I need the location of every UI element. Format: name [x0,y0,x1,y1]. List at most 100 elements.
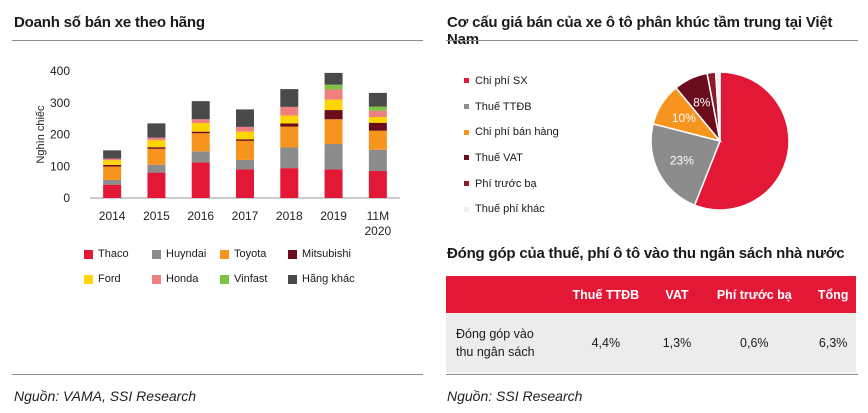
legend-swatch [152,274,161,284]
bar-segment [236,159,254,170]
pie-legend-item: Chi phí bán hàng [464,119,559,145]
pie-legend-item: Thuế TTĐB [464,94,559,120]
tax-contribution-table: Thuế TTĐB VAT Phí trước bạ Tổng Đóng góp… [446,276,856,373]
stacked-bar-chart: 0 100 200 300 400 Nghìn chiếc 2014 2015 2016 2017… [35,64,400,238]
bar-segment [147,164,166,173]
table-row: Đóng góp vào thu ngân sách 4,4% 1,3% 0,6… [446,313,856,373]
bar-segment [191,119,210,124]
bar-segment [236,139,254,141]
pie-legend-swatch [464,206,469,212]
y-tick-label: 200 [50,128,70,142]
bar-segment [324,119,343,145]
bar-segment [280,123,299,127]
legend-swatch [220,249,229,259]
bar-segment [368,122,387,131]
table-row-label: Đóng góp vào thu ngân sách [446,313,556,373]
x-tick-label: 2018 [276,209,303,223]
pie-legend-label: Thuế VAT [475,151,523,164]
bar-segment [368,149,387,172]
bar-segment [147,148,166,165]
pie-legend-label: Chi phí bán hàng [475,126,559,139]
x-tick-label: 2017 [232,209,259,223]
bar-segment [368,106,387,111]
legend-swatch [288,274,297,284]
legend-item: Thaco [84,248,152,260]
pie-legend-label: Thuế phí khác [475,203,545,216]
bar-segment [324,99,343,111]
left-source-note: Nguồn: VAMA, SSI Research [14,388,197,404]
pie-legend-swatch [464,104,469,110]
bar-segment [147,123,166,138]
bar-segment [368,92,387,107]
bar-segment [191,133,210,152]
left-source-divider [12,374,423,375]
pie-legend-label: Thuế TTĐB [475,100,532,113]
bar-segment [368,117,387,123]
bar-segment [368,110,387,118]
bar-segment [103,166,122,180]
bar-segment [191,151,210,163]
bar-segment [324,144,343,170]
table-header-vat: VAT [655,276,699,313]
pie-slice [714,71,721,142]
bar-segment [103,150,122,159]
pie-legend-item: Phí trước bạ [464,171,559,197]
table-header-row: Thuế TTĐB VAT Phí trước bạ Tổng [446,276,856,313]
legend-item: Vinfast [220,273,288,285]
bar-segment [103,160,122,165]
legend-label: Toyota [234,248,267,260]
x-tick-label: 2020 [365,224,392,238]
bar-segment [324,110,343,120]
bar-segment [191,162,210,198]
bar-segment [236,126,254,132]
y-axis-label: Nghìn chiếc [35,105,47,164]
bar-chart-legend: Thaco Huyndai Toyota Mitsubishi Ford Honda Vin… [84,248,358,285]
pie-slice [693,71,790,211]
pie-legend-swatch [464,181,469,187]
legend-swatch [220,274,229,284]
bar-segment [236,131,254,140]
pie-legend-label: Phí trước bạ [475,177,537,190]
bar-segment [191,131,210,134]
left-title-divider [12,40,423,41]
legend-swatch [84,274,93,284]
bar-segment [147,140,166,148]
bar-segment [368,130,387,150]
bar-segment [103,158,122,161]
y-tick-label: 100 [50,159,70,173]
y-tick-label: 400 [50,64,70,78]
legend-label: Honda [166,273,199,285]
y-tick-label: 0 [63,191,70,205]
bar-segment [236,109,254,127]
legend-item: Ford [84,273,152,285]
right-source-note: Nguồn: SSI Research [447,388,583,404]
legend-item: Mitsubishi [288,248,358,260]
bar-segment [368,171,387,198]
bar-segment [280,147,299,169]
right-source-divider [446,374,858,375]
table-cell-total: 6,3% [810,313,856,373]
bar-segment [280,126,299,148]
legend-label: Thaco [98,248,129,260]
x-tick-label: 2015 [143,209,170,223]
legend-label: Huyndai [166,248,207,260]
pie-chart-title: Cơ cấu giá bán của xe ô tô phân khúc tầm… [447,14,833,48]
bar-segment [324,89,343,100]
pie-legend-swatch [464,129,469,135]
table-cell-vat: 1,3% [655,313,699,373]
legend-item: Honda [152,273,220,285]
bar-segment [103,179,122,185]
table-header-registration-fee: Phí trước bạ [698,276,811,313]
table-header-ttdb: Thuế TTĐB [556,276,656,313]
bar-segment [147,137,166,141]
bar-segment [324,169,343,198]
legend-label: Hãng khác [302,273,355,285]
pie-chart-legend: Chi phí SX Thuế TTĐB Chi phí bán hàng Thuế … [464,68,559,222]
table-title: Đóng góp của thuế, phí ô tô vào thu ngân… [447,245,845,262]
bar-segment [324,72,343,85]
x-tick-label: 2019 [320,209,347,223]
pie-slice [650,122,722,207]
legend-swatch [152,249,161,259]
pie-data-label: 8% [693,95,711,109]
legend-label: Mitsubishi [302,248,351,260]
